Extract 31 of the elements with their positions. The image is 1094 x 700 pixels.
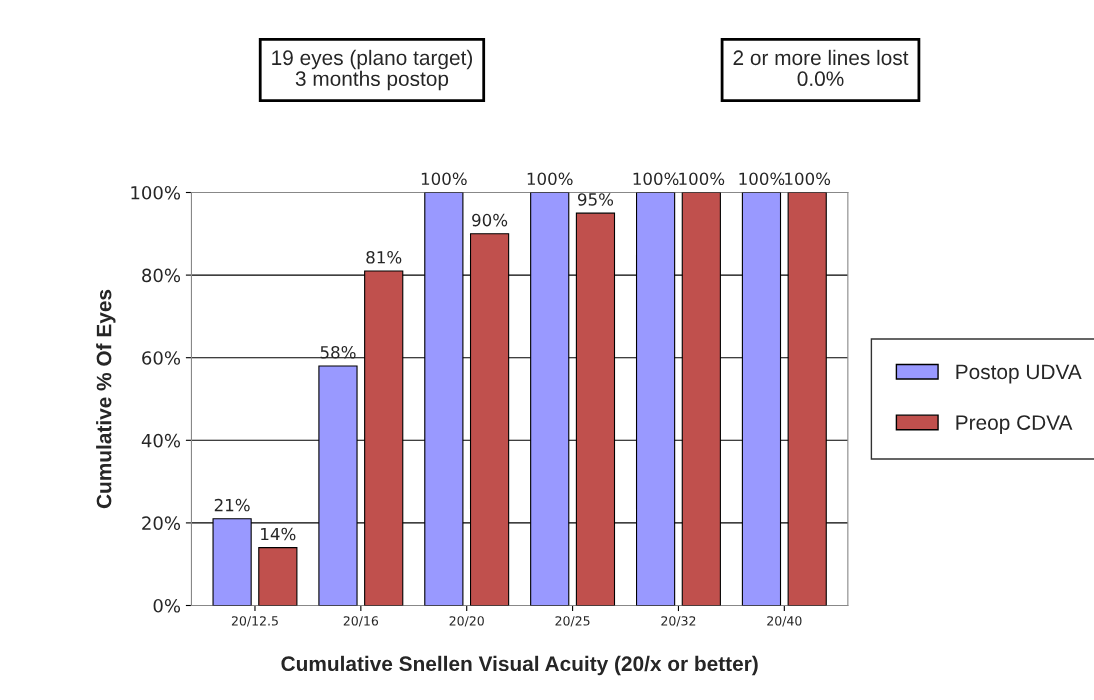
bar [258,547,298,606]
text: 2 or more lines lost 0.0% [733,49,909,87]
y-tick-label: 40% [141,433,181,448]
y-tick-label: 100% [131,185,181,200]
data-label: 100% [679,172,725,186]
data-label: 100% [633,172,679,186]
data-label: 58% [320,345,356,359]
x-tick-label: 20/32 [661,616,696,627]
x-tick-label: 20/40 [767,616,802,627]
legend-label: Preop CDVA [956,415,1073,435]
x-tick-label: 20/16 [343,616,379,627]
data-label: 100% [527,172,573,186]
data-label: 100% [739,172,785,186]
data-label: 100% [785,172,831,186]
text: 19 eyes (plano target) 3 months postop [272,49,473,91]
data-label: 21% [214,498,250,512]
y-axis-title: Cumulative % Of Eyes [96,289,116,509]
x-tick-label: 20/25 [555,616,590,627]
data-label: 14% [261,527,296,541]
y-tick-label: 0% [153,598,181,613]
data-label: 90% [472,213,508,227]
x-axis-title: Cumulative Snellen Visual Acuity (20/x or better) [281,655,758,676]
x-tick-label: 20/20 [449,616,484,627]
data-label: 95% [577,193,614,206]
y-tick-label: 20% [142,516,181,531]
y-tick-label: 60% [142,351,181,365]
y-tick-label: 80% [142,268,181,283]
x-tick-label: 20/12.5 [231,616,278,627]
data-label: 100% [421,172,467,186]
legend-label: Postop UDVA [956,364,1082,384]
data-label: 81% [366,250,402,264]
